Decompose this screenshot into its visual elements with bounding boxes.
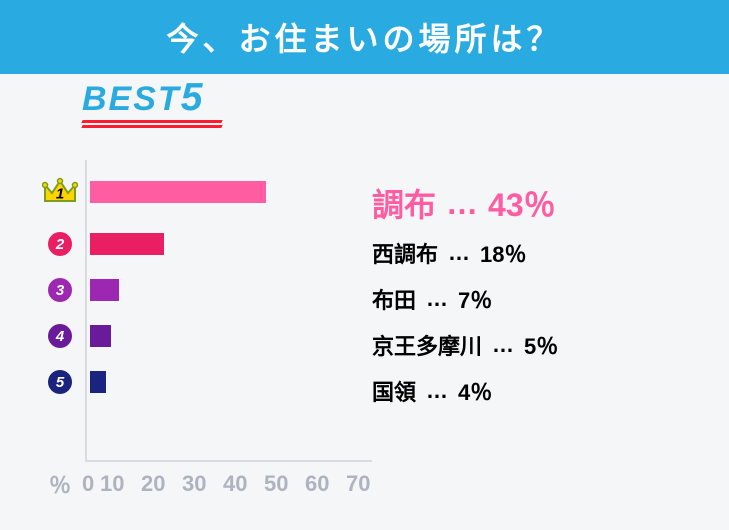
x-tick: 40	[223, 471, 264, 497]
percent-symbol: ％	[40, 468, 80, 500]
bar	[90, 181, 266, 203]
percent-value: 5％	[524, 329, 558, 361]
separator-dots: …	[426, 378, 448, 404]
value-label: 西調布 … 18％	[372, 237, 527, 269]
bar-row: 4	[40, 314, 700, 358]
percent-value: 4％	[458, 375, 492, 407]
header-banner: 今、お住まいの場所は？	[0, 0, 729, 74]
rank-circle: 4	[48, 324, 72, 348]
bar-track	[90, 314, 111, 358]
percent-value: 43％	[488, 180, 556, 226]
crown-icon: 1	[42, 177, 78, 207]
place-name: 布田	[372, 283, 416, 315]
best5-number: 5	[181, 76, 205, 119]
bar-track	[90, 168, 266, 216]
percent-value: 7％	[458, 283, 492, 315]
rank-badge: 4	[40, 324, 80, 348]
rank-badge: 5	[40, 370, 80, 394]
bar-rows: 1 2 3 4 5	[40, 168, 700, 406]
bar-track	[90, 360, 106, 404]
bar	[90, 233, 164, 255]
value-label: 調布 … 43％	[372, 180, 556, 226]
value-label: 京王多摩川 … 5％	[372, 329, 558, 361]
separator-dots: …	[448, 240, 470, 266]
x-axis	[85, 460, 372, 462]
bar	[90, 325, 111, 347]
place-name: 西調布	[372, 237, 438, 269]
rank-badge: 1	[40, 177, 80, 207]
value-label: 国領 … 4％	[372, 375, 492, 407]
bar	[90, 279, 119, 301]
place-name: 調布	[372, 180, 436, 226]
bar-track	[90, 222, 164, 266]
bar-row: 5	[40, 360, 700, 404]
best5-text: BEST	[82, 80, 181, 118]
x-tick: 30	[182, 471, 223, 497]
rank-circle: 5	[48, 370, 72, 394]
rank-circle: 2	[48, 232, 72, 256]
bar-row: 1	[40, 168, 700, 216]
x-tick: 20	[141, 471, 182, 497]
bar-track	[90, 268, 119, 312]
best5-label: BEST5	[82, 76, 204, 120]
place-name: 京王多摩川	[372, 329, 482, 361]
separator-dots: …	[492, 332, 514, 358]
percent-value: 18％	[480, 237, 526, 269]
bar-row: 2	[40, 222, 700, 266]
x-tick: 10	[100, 471, 141, 497]
separator-dots: …	[426, 286, 448, 312]
x-tick: 50	[264, 471, 305, 497]
best5-underline	[82, 118, 222, 128]
x-tick: 0	[82, 471, 100, 497]
rank-badge: 2	[40, 232, 80, 256]
header-title: 今、お住まいの場所は？	[0, 14, 729, 60]
rank-circle: 3	[48, 278, 72, 302]
value-label: 布田 … 7％	[372, 283, 492, 315]
bar	[90, 371, 106, 393]
x-tick: 60	[305, 471, 346, 497]
bar-row: 3	[40, 268, 700, 312]
place-name: 国領	[372, 375, 416, 407]
x-ticks: ％010203040506070	[40, 468, 387, 500]
x-tick: 70	[346, 471, 387, 497]
rank-badge: 3	[40, 278, 80, 302]
separator-dots: …	[446, 185, 478, 222]
